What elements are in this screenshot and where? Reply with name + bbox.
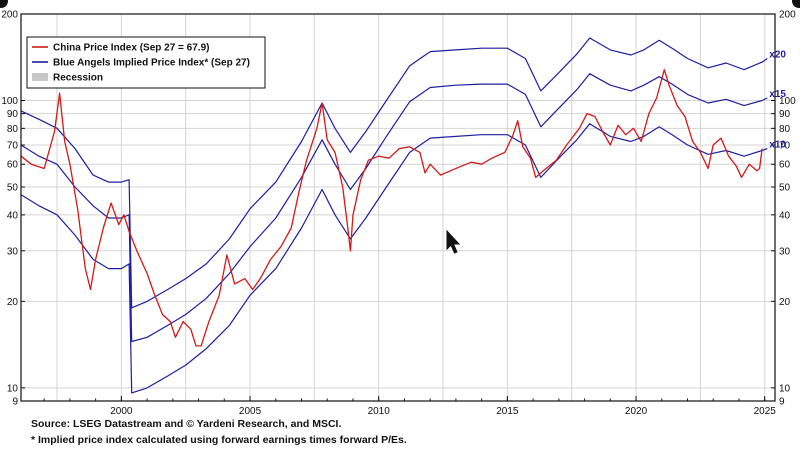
y-tick-label-right: 30 [779, 246, 791, 257]
legend: China Price Index (Sep 27 = 67.9) Blue An… [26, 36, 266, 89]
mouse-pointer-icon [446, 230, 461, 254]
legend-entry-label: China Price Index (Sep 27 = 67.9) [53, 43, 209, 54]
y-tick-label-right: 20 [779, 297, 791, 308]
y-tick-label-left: 70 [7, 141, 19, 152]
y-tick-label-right: 80 [779, 124, 791, 135]
implied-index-footnote: * Implied price index calculated using f… [31, 434, 407, 446]
y-tick-label-right: 200 [779, 10, 796, 21]
series-lines [20, 37, 768, 394]
source-note: Source: LSEG Datastream and © Yardeni Re… [31, 418, 342, 430]
series-end-label-x15: x15 [769, 89, 786, 100]
y-tick-label-right: 40 [779, 210, 791, 221]
y-tick-label-right: 10 [779, 383, 791, 394]
y-tick-label-right: 70 [779, 141, 791, 152]
x-tick-label: 2025 [754, 406, 777, 417]
y-tick-label-left: 10 [7, 383, 19, 394]
legend-entry-label: Recession [53, 73, 103, 84]
y-tick-label-left: 100 [1, 96, 18, 107]
x-tick-label: 2020 [625, 406, 648, 417]
series-labels: x20 x15 x10 [769, 50, 786, 151]
china-price-index-line [20, 69, 763, 347]
implied-index-line-x10 [20, 123, 768, 394]
legend-box [26, 36, 266, 89]
legend-entry-label: Blue Angels Implied Price Index* (Sep 27… [53, 58, 250, 69]
y-tick-label-right: 50 [779, 183, 791, 194]
y-tick-label-left: 90 [7, 109, 19, 120]
plot-frame [20, 13, 776, 402]
y-tick-label-left: 80 [7, 124, 19, 135]
corner-decoration-right [792, 0, 800, 8]
y-tick-label-left: 50 [7, 183, 19, 194]
y-tick-label-left: 40 [7, 210, 19, 221]
x-tick-label: 2005 [239, 406, 262, 417]
corner-decoration-left [0, 0, 8, 8]
series-end-label-x10: x10 [769, 140, 786, 151]
x-tick-label: 2000 [110, 406, 133, 417]
y-tick-label-right: 60 [779, 160, 791, 171]
x-tick-label: 2015 [496, 406, 519, 417]
y-tick-label-left: 30 [7, 246, 19, 257]
y-tick-label-left: 60 [7, 160, 19, 171]
y-tick-label-left: 9 [12, 397, 18, 408]
legend-swatch-recession [32, 73, 48, 81]
y-tick-label-left: 200 [1, 10, 18, 21]
y-tick-label-right: 90 [779, 109, 791, 120]
implied-index-line-x20 [20, 37, 768, 309]
y-tick-label-right: 9 [779, 397, 785, 408]
y-tick-label-left: 20 [7, 297, 19, 308]
y-tick-label-right: 100 [779, 96, 796, 107]
x-tick-label: 2010 [368, 406, 391, 417]
series-end-label-x20: x20 [769, 50, 786, 61]
implied-index-line-x15 [20, 73, 768, 343]
